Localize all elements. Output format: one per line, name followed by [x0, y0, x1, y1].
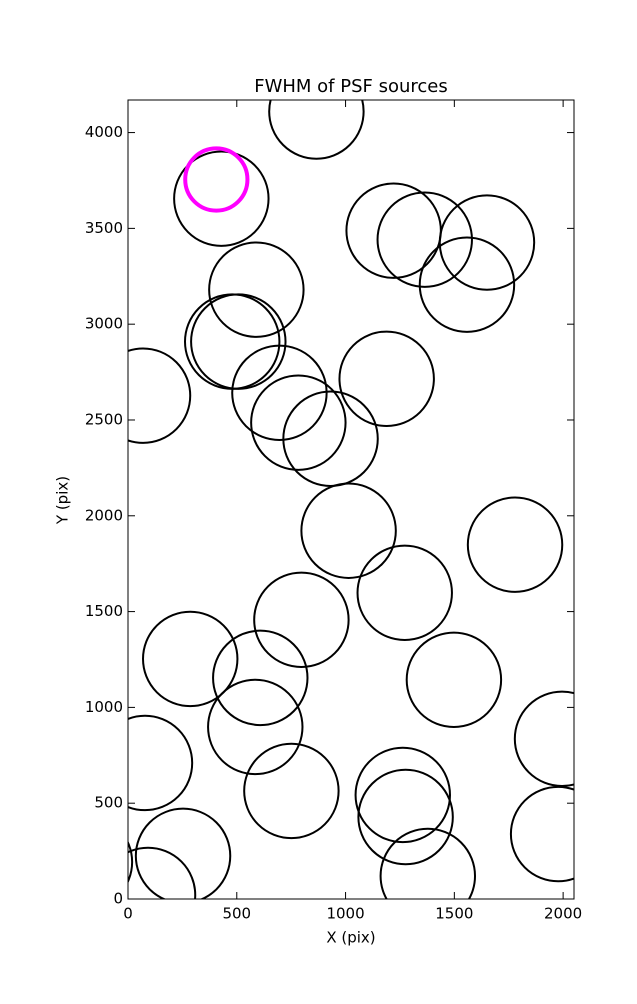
psf-circle	[268, 100, 365, 160]
x-tick-label: 1000	[326, 905, 364, 923]
psf-circle	[207, 678, 304, 776]
psf-circle	[128, 347, 192, 444]
axes-frame	[127, 99, 575, 900]
psf-circle	[253, 571, 350, 669]
psf-circle	[356, 544, 453, 642]
psf-circle	[128, 714, 194, 812]
psf-circle	[345, 182, 442, 279]
psf-circle	[405, 631, 503, 729]
psf-circle	[190, 293, 287, 390]
psf-circle	[231, 344, 328, 441]
psf-circle	[379, 827, 476, 899]
psf-circle	[184, 293, 281, 390]
y-axis-label: Y (pix)	[54, 476, 72, 525]
y-tick-label: 1500	[85, 602, 123, 620]
y-tick-label: 3000	[85, 315, 123, 333]
psf-circle	[243, 742, 340, 840]
y-tick-label: 4000	[85, 123, 123, 141]
x-tick-label: 2000	[544, 905, 582, 923]
y-tick-label: 3500	[85, 219, 123, 237]
psf-circle	[354, 746, 451, 844]
psf-circle	[466, 496, 564, 593]
x-tick-label: 0	[123, 905, 133, 923]
y-tick-label: 0	[113, 890, 123, 908]
y-tick-label: 1000	[85, 698, 123, 716]
psf-circle	[134, 807, 232, 899]
psf-circle	[438, 194, 536, 291]
psf-circle	[212, 629, 309, 727]
x-axis-label: X (pix)	[326, 929, 375, 947]
psf-circle	[418, 236, 516, 333]
psf-circle	[282, 390, 379, 487]
psf-circle	[128, 840, 134, 884]
psf-circle	[509, 785, 574, 883]
y-tick-label: 2000	[85, 506, 123, 524]
y-tick-label: 500	[94, 794, 123, 812]
chart-title: FWHM of PSF sources	[254, 76, 448, 97]
psf-circle	[173, 150, 270, 247]
psf-circle	[250, 374, 347, 471]
psf-circle	[338, 330, 435, 427]
psf-circle	[183, 146, 250, 213]
psf-circle	[513, 690, 574, 788]
y-tick-label: 2500	[85, 410, 123, 428]
psf-circle	[128, 846, 197, 899]
x-tick-label: 1500	[435, 905, 473, 923]
psf-circle	[300, 482, 397, 579]
x-tick-label: 500	[222, 905, 251, 923]
psf-circle	[142, 610, 239, 708]
plot-area	[128, 100, 574, 899]
psf-circle	[208, 241, 305, 338]
psf-circle	[357, 768, 454, 866]
psf-circle	[376, 191, 473, 288]
